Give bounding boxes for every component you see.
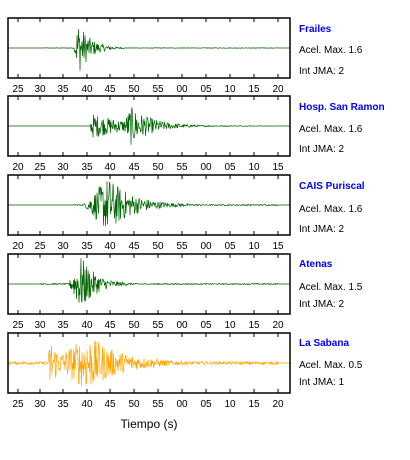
tick-label-atenas-2: 35 bbox=[57, 320, 69, 331]
trace-atenas bbox=[8, 258, 290, 303]
tick-label-hosp-san-ramon-10: 10 bbox=[248, 162, 260, 173]
tick-label-atenas-11: 20 bbox=[272, 320, 284, 331]
tick-label-hosp-san-ramon-5: 45 bbox=[128, 162, 140, 173]
tick-label-atenas-4: 45 bbox=[104, 320, 116, 331]
tick-label-cais-puriscal-3: 35 bbox=[81, 241, 93, 252]
tick-label-frailes-4: 45 bbox=[104, 84, 116, 95]
tick-label-hosp-san-ramon-11: 15 bbox=[272, 162, 284, 173]
tick-label-cais-puriscal-7: 55 bbox=[176, 241, 188, 252]
tick-label-frailes-5: 50 bbox=[128, 84, 140, 95]
tick-label-cais-puriscal-9: 05 bbox=[224, 241, 236, 252]
tick-label-hosp-san-ramon-8: 00 bbox=[200, 162, 212, 173]
tick-label-hosp-san-ramon-2: 30 bbox=[57, 162, 69, 173]
tick-label-atenas-6: 55 bbox=[152, 320, 164, 331]
station-name-frailes: Frailes bbox=[299, 24, 332, 35]
tick-label-la-sabana-5: 50 bbox=[128, 399, 140, 410]
trace-la-sabana bbox=[7, 340, 290, 386]
tick-label-atenas-0: 25 bbox=[12, 320, 24, 331]
trace-frailes bbox=[8, 29, 290, 71]
station-name-la-sabana: La Sabana bbox=[299, 338, 350, 349]
tick-label-frailes-1: 30 bbox=[34, 84, 46, 95]
tick-label-la-sabana-4: 45 bbox=[104, 399, 116, 410]
tick-label-hosp-san-ramon-9: 05 bbox=[224, 162, 236, 173]
tick-label-frailes-2: 35 bbox=[57, 84, 69, 95]
int-jma-hosp-san-ramon: Int JMA: 2 bbox=[299, 144, 345, 155]
panel-frame-cais-puriscal bbox=[7, 174, 291, 236]
x-axis-title: Tiempo (s) bbox=[121, 417, 178, 431]
panel-frame-hosp-san-ramon bbox=[7, 95, 291, 157]
tick-label-la-sabana-9: 10 bbox=[224, 399, 236, 410]
tick-label-la-sabana-3: 40 bbox=[81, 399, 93, 410]
trace-cais-puriscal bbox=[8, 181, 290, 227]
station-name-atenas: Atenas bbox=[299, 259, 333, 270]
tick-label-hosp-san-ramon-0: 20 bbox=[12, 162, 24, 173]
trace-hosp-san-ramon bbox=[8, 107, 290, 145]
station-name-hosp-san-ramon: Hosp. San Ramon bbox=[299, 102, 385, 113]
tick-label-cais-puriscal-2: 30 bbox=[57, 241, 69, 252]
tick-label-cais-puriscal-6: 50 bbox=[152, 241, 164, 252]
tick-label-la-sabana-10: 15 bbox=[248, 399, 260, 410]
tick-label-cais-puriscal-0: 20 bbox=[12, 241, 24, 252]
tick-label-la-sabana-8: 05 bbox=[200, 399, 212, 410]
tick-label-la-sabana-6: 55 bbox=[152, 399, 164, 410]
acel-max-hosp-san-ramon: Acel. Max. 1.6 bbox=[299, 124, 363, 135]
tick-label-cais-puriscal-4: 40 bbox=[104, 241, 116, 252]
acel-max-atenas: Acel. Max. 1.5 bbox=[299, 282, 363, 293]
int-jma-cais-puriscal: Int JMA: 2 bbox=[299, 224, 345, 235]
panel-frame-atenas bbox=[7, 253, 291, 315]
tick-label-frailes-6: 55 bbox=[152, 84, 164, 95]
int-jma-frailes: Int JMA: 2 bbox=[299, 66, 345, 77]
tick-label-la-sabana-2: 35 bbox=[57, 399, 69, 410]
tick-label-frailes-10: 15 bbox=[248, 84, 260, 95]
tick-label-cais-puriscal-1: 25 bbox=[34, 241, 46, 252]
tick-label-frailes-11: 20 bbox=[272, 84, 284, 95]
tick-label-atenas-5: 50 bbox=[128, 320, 140, 331]
tick-label-frailes-7: 00 bbox=[176, 84, 188, 95]
int-jma-la-sabana: Int JMA: 1 bbox=[299, 377, 345, 388]
tick-label-cais-puriscal-8: 00 bbox=[200, 241, 212, 252]
tick-label-cais-puriscal-11: 15 bbox=[272, 241, 284, 252]
tick-label-frailes-3: 40 bbox=[81, 84, 93, 95]
station-name-cais-puriscal: CAIS Puriscal bbox=[299, 181, 365, 192]
int-jma-atenas: Int JMA: 2 bbox=[299, 299, 345, 310]
tick-label-la-sabana-7: 00 bbox=[176, 399, 188, 410]
panel-frame-frailes bbox=[7, 17, 291, 79]
acel-max-la-sabana: Acel. Max. 0.5 bbox=[299, 360, 363, 371]
tick-label-frailes-9: 10 bbox=[224, 84, 236, 95]
tick-label-cais-puriscal-5: 45 bbox=[128, 241, 140, 252]
panel-frame-la-sabana bbox=[7, 332, 291, 394]
tick-label-hosp-san-ramon-7: 55 bbox=[176, 162, 188, 173]
tick-label-atenas-8: 05 bbox=[200, 320, 212, 331]
acel-max-cais-puriscal: Acel. Max. 1.6 bbox=[299, 204, 363, 215]
tick-label-atenas-10: 15 bbox=[248, 320, 260, 331]
tick-label-hosp-san-ramon-6: 50 bbox=[152, 162, 164, 173]
tick-label-atenas-7: 00 bbox=[176, 320, 188, 331]
tick-label-la-sabana-11: 20 bbox=[272, 399, 284, 410]
tick-label-frailes-8: 05 bbox=[200, 84, 212, 95]
tick-label-atenas-9: 10 bbox=[224, 320, 236, 331]
tick-label-frailes-0: 25 bbox=[12, 84, 24, 95]
tick-label-hosp-san-ramon-1: 25 bbox=[34, 162, 46, 173]
acel-max-frailes: Acel. Max. 1.6 bbox=[299, 45, 363, 56]
tick-label-la-sabana-1: 30 bbox=[34, 399, 46, 410]
tick-label-hosp-san-ramon-3: 35 bbox=[81, 162, 93, 173]
tick-label-hosp-san-ramon-4: 40 bbox=[104, 162, 116, 173]
tick-label-la-sabana-0: 25 bbox=[12, 399, 24, 410]
tick-label-atenas-1: 30 bbox=[34, 320, 46, 331]
tick-label-cais-puriscal-10: 10 bbox=[248, 241, 260, 252]
tick-label-atenas-3: 40 bbox=[81, 320, 93, 331]
